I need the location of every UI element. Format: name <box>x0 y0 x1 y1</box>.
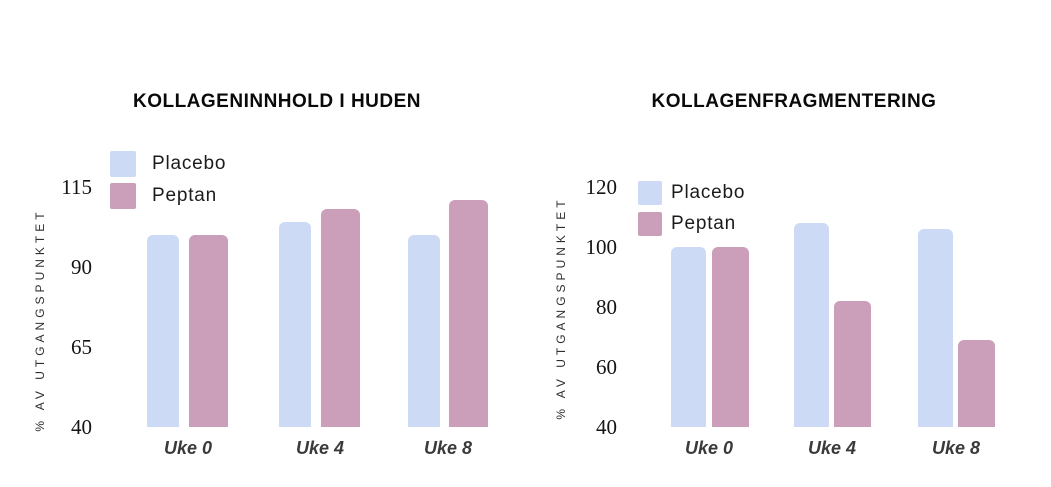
bar-uke-8-placebo <box>408 235 440 427</box>
x-tick-label: Uke 8 <box>423 438 473 458</box>
bar-uke-8-placebo <box>918 229 953 427</box>
chart-title: KOLLAGENFRAGMENTERING <box>651 91 937 112</box>
x-tick-label: Uke 8 <box>931 438 981 458</box>
y-tick-label: 80 <box>596 295 617 319</box>
bar-uke-4-peptan <box>321 209 360 427</box>
legend-label-peptan: Peptan <box>152 185 218 206</box>
y-tick-label: 60 <box>596 355 617 379</box>
bar-uke-8-peptan <box>958 340 995 427</box>
x-tick-label: Uke 0 <box>163 438 213 458</box>
bar-uke-0-placebo <box>671 247 706 427</box>
y-tick-label: 115 <box>61 175 92 199</box>
y-tick-label: 120 <box>585 175 618 199</box>
y-tick-label: 65 <box>71 335 92 359</box>
y-tick-label: 90 <box>71 255 92 279</box>
legend-swatch-placebo <box>638 181 662 205</box>
bar-uke-0-placebo <box>147 235 179 427</box>
x-tick-label: Uke 0 <box>684 438 734 458</box>
chart-title: KOLLAGENINNHOLD I HUDEN <box>132 91 422 112</box>
bar-uke-8-peptan <box>449 199 488 427</box>
y-tick-label: 40 <box>71 415 92 439</box>
y-tick-label: 100 <box>585 235 618 259</box>
bar-uke-0-peptan <box>712 247 749 427</box>
legend-swatch-peptan <box>110 183 136 209</box>
legend-label-placebo: Placebo <box>671 182 746 203</box>
legend-label-placebo: Placebo <box>152 153 227 174</box>
y-tick-label: 40 <box>596 415 617 439</box>
bar-uke-0-peptan <box>189 235 228 427</box>
legend-label-peptan: Peptan <box>671 213 737 234</box>
bar-uke-4-placebo <box>794 223 829 427</box>
x-tick-label: Uke 4 <box>295 438 345 458</box>
bar-uke-4-placebo <box>279 222 311 427</box>
bar-uke-4-peptan <box>834 301 871 427</box>
x-tick-label: Uke 4 <box>807 438 857 458</box>
legend-swatch-placebo <box>110 151 136 177</box>
y-axis-label: % AV UTGANGSPUNKTET <box>33 208 47 432</box>
legend-swatch-peptan <box>638 212 662 236</box>
